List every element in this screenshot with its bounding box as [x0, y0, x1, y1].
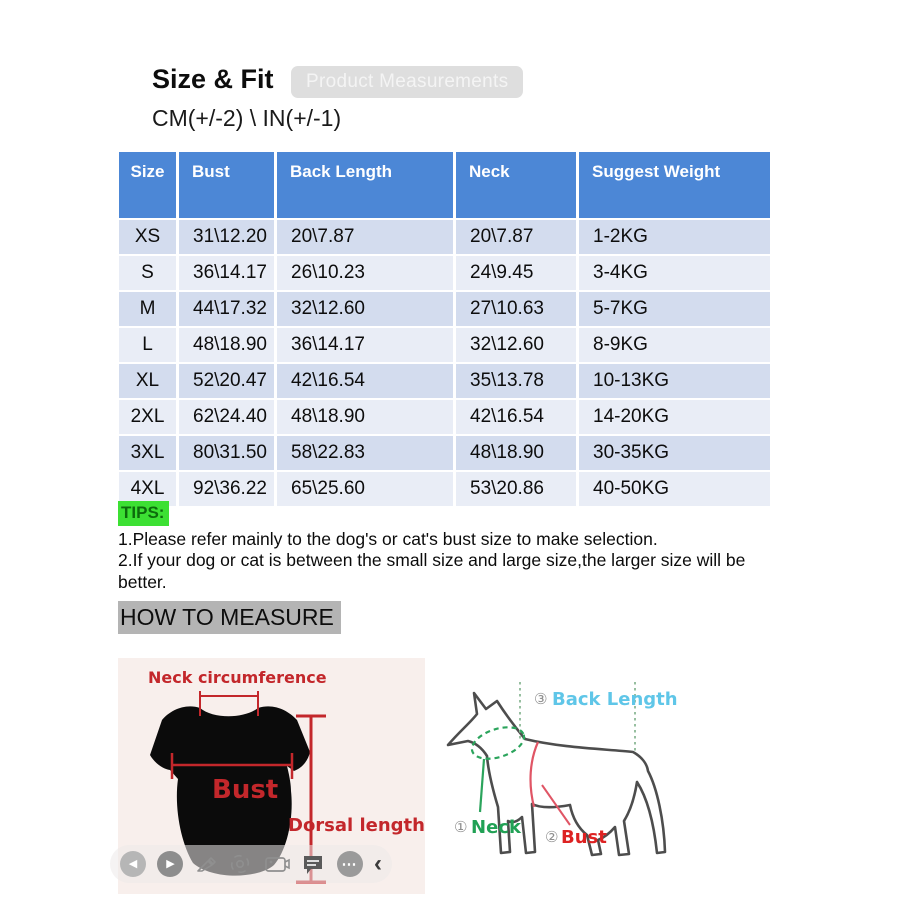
play-icon[interactable]: ▶ [157, 851, 184, 877]
table-row: L 48\18.90 36\14.17 32\12.60 8-9KG [119, 328, 770, 362]
tip-line-1: 1.Please refer mainly to the dog's or ca… [118, 528, 658, 549]
back-length-label: Back Length [552, 689, 678, 710]
shirt-silhouette [150, 706, 310, 876]
col-header-size: Size [119, 152, 176, 218]
collapse-chevron-icon[interactable]: ‹ [373, 850, 382, 877]
table-row: M 44\17.32 32\12.60 27\10.63 5-7KG [119, 292, 770, 326]
bust-label: Bust [212, 775, 278, 805]
neck-ellipse [470, 726, 526, 760]
dorsal-length-label: Dorsal length [288, 815, 425, 836]
units-note: CM(+/-2) \ IN(+/-1) [152, 105, 342, 131]
dog-bust-label: Bust [561, 827, 607, 848]
dog-diagram: ③ Back Length ① Neck ② Bust [446, 682, 678, 857]
comment-icon[interactable] [301, 852, 325, 876]
table-row: 3XL 80\31.50 58\22.83 48\18.90 30-35KG [119, 436, 770, 470]
table-row: 4XL 92\36.22 65\25.60 53\20.86 40-50KG [119, 472, 770, 506]
dog-neck-label: Neck [471, 817, 522, 838]
tips-section: TIPS: 1.Please refer mainly to the dog's… [118, 501, 778, 593]
neck-pointer-line [478, 758, 486, 813]
camera-icon[interactable] [264, 853, 290, 875]
bust-pointer-line [541, 784, 571, 826]
col-header-suggest-weight: Suggest Weight [579, 152, 770, 218]
more-options-icon[interactable]: ⋯ [336, 851, 363, 877]
col-header-back-length: Back Length [277, 152, 453, 218]
pencil-icon[interactable] [195, 853, 217, 875]
neck-circumference-label: Neck circumference [148, 668, 327, 687]
table-row: S 36\14.17 26\10.23 24\9.45 3-4KG [119, 256, 770, 290]
bust-curve [529, 741, 540, 808]
back-icon[interactable]: ◀ [120, 851, 146, 877]
bust-number: ② [545, 828, 558, 846]
table-header-row: Size Bust Back Length Neck Suggest Weigh… [119, 152, 770, 218]
tips-label: TIPS: [118, 501, 170, 526]
page-title: Size & Fit [152, 64, 274, 94]
table-row: XL 52\20.47 42\16.54 35\13.78 10-13KG [119, 364, 770, 398]
dog-outline [446, 691, 667, 857]
table-row: 2XL 62\24.40 48\18.90 42\16.54 14-20KG [119, 400, 770, 434]
dog-measure-figure: ③ Back Length ① Neck ② Bust [430, 655, 765, 900]
annotation-toolbar: ◀ ▶ ⋯ ‹ [110, 845, 392, 883]
how-to-measure-heading: HOW TO MEASURE [118, 601, 341, 634]
shirt-diagram: Neck circumference Bust Dorsal length [148, 668, 425, 884]
col-header-bust: Bust [179, 152, 274, 218]
product-measurements-tab[interactable]: Product Measurements [291, 66, 524, 98]
tip-line-2: 2.If your dog or cat is between the smal… [118, 550, 746, 592]
size-table: Size Bust Back Length Neck Suggest Weigh… [116, 150, 773, 508]
spread-icon[interactable] [228, 852, 252, 876]
back-length-number: ③ [534, 690, 547, 708]
neck-number: ① [454, 818, 467, 836]
table-row: XS 31\12.20 20\7.87 20\7.87 1-2KG [119, 220, 770, 254]
col-header-neck: Neck [456, 152, 576, 218]
